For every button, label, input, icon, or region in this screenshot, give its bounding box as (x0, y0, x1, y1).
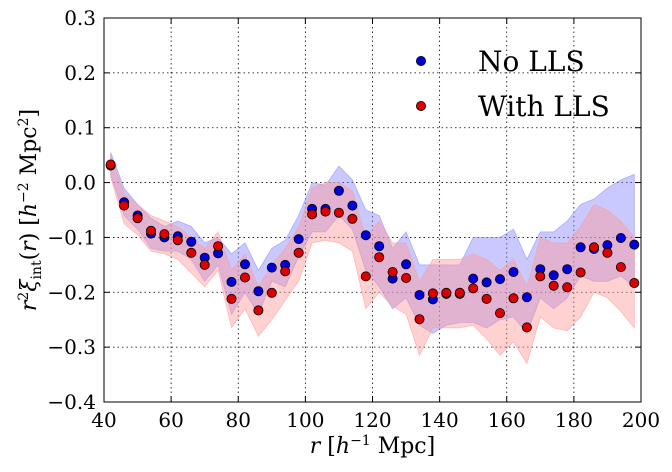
point-no-lls (521, 292, 532, 303)
x-tick-label: 80 (226, 408, 251, 432)
y-tick-label: −0.3 (47, 335, 96, 359)
band-with-lls (110, 154, 635, 365)
x-tick-label: 180 (555, 408, 593, 432)
point-no-lls (333, 185, 344, 196)
point-with-lls (615, 262, 626, 273)
y-tick-label: −0.2 (47, 280, 96, 304)
legend-marker-no-lls (415, 56, 426, 67)
y-tick-label: −0.1 (47, 225, 96, 249)
point-no-lls (468, 273, 479, 284)
point-no-lls (575, 242, 586, 253)
point-with-lls (468, 283, 479, 294)
x-tick-label: 100 (286, 408, 324, 432)
point-with-lls (226, 293, 237, 304)
y-tick-label: 0.0 (64, 171, 96, 195)
point-no-lls (253, 286, 264, 297)
x-tick-label: 140 (421, 408, 459, 432)
point-with-lls (253, 305, 264, 316)
x-tick-label: 40 (91, 408, 116, 432)
point-with-lls (494, 308, 505, 319)
point-with-lls (562, 282, 573, 293)
point-with-lls (105, 159, 116, 170)
point-no-lls (347, 200, 358, 211)
grid-lines (104, 18, 641, 402)
axis-ticks: 40 60 80 100 120 140 160 180 200 −0.4 −0.3 −0.2 −0.1… (47, 6, 660, 432)
data-points (105, 159, 640, 333)
y-axis-label: r2ξint(r) [h−2 Mpc2] (16, 109, 45, 311)
point-with-lls (589, 242, 600, 253)
x-axis-label: r [h−1 Mpc] (310, 433, 435, 459)
legend: No LLS With LLS (415, 45, 610, 123)
point-with-lls (132, 213, 143, 224)
point-no-lls (293, 234, 304, 245)
point-with-lls (213, 241, 224, 252)
point-with-lls (575, 267, 586, 278)
point-with-lls (508, 293, 519, 304)
point-with-lls (280, 266, 291, 277)
x-tick-label: 120 (353, 408, 391, 432)
point-with-lls (427, 288, 438, 299)
point-no-lls (186, 236, 197, 247)
point-with-lls (360, 271, 371, 282)
x-tick-label: 160 (488, 408, 526, 432)
point-with-lls (239, 272, 250, 283)
point-no-lls (629, 239, 640, 250)
point-with-lls (374, 252, 385, 263)
point-with-lls (535, 271, 546, 282)
point-with-lls (333, 207, 344, 218)
point-no-lls (360, 230, 371, 241)
point-with-lls (602, 247, 613, 258)
point-no-lls (562, 264, 573, 275)
point-no-lls (508, 266, 519, 277)
x-tick-label: 200 (622, 408, 660, 432)
point-with-lls (320, 206, 331, 217)
x-tick-label: 60 (158, 408, 183, 432)
confidence-bands (110, 152, 635, 365)
point-no-lls (494, 274, 505, 285)
point-with-lls (266, 287, 277, 298)
point-no-lls (414, 289, 425, 300)
point-with-lls (481, 293, 492, 304)
legend-label-with-lls: With LLS (478, 90, 610, 123)
point-with-lls (159, 229, 170, 240)
point-no-lls (226, 276, 237, 287)
point-no-lls (266, 262, 277, 273)
point-with-lls (307, 209, 318, 220)
point-no-lls (548, 270, 559, 281)
y-axis-label-text: r2ξint(r) [h−2 Mpc2] (16, 109, 45, 311)
point-with-lls (629, 277, 640, 288)
point-with-lls (199, 259, 210, 270)
point-with-lls (401, 272, 412, 283)
y-tick-label: 0.2 (64, 61, 96, 85)
point-with-lls (441, 287, 452, 298)
point-with-lls (414, 314, 425, 325)
point-with-lls (293, 247, 304, 258)
y-tick-label: 0.1 (64, 116, 96, 140)
point-no-lls (239, 259, 250, 270)
point-no-lls (374, 241, 385, 252)
y-tick-label: 0.3 (64, 6, 96, 30)
point-with-lls (119, 200, 130, 211)
point-with-lls (347, 213, 358, 224)
x-axis-label-text: r [h−1 Mpc] (310, 433, 435, 459)
point-with-lls (387, 266, 398, 277)
legend-marker-with-lls (415, 101, 426, 112)
point-with-lls (186, 247, 197, 258)
point-with-lls (548, 280, 559, 291)
point-no-lls (401, 259, 412, 270)
point-no-lls (615, 232, 626, 243)
point-with-lls (145, 225, 156, 236)
point-with-lls (172, 235, 183, 246)
point-with-lls (521, 322, 532, 333)
point-with-lls (454, 287, 465, 298)
y-tick-label: −0.4 (47, 390, 96, 414)
point-no-lls (481, 277, 492, 288)
legend-label-no-lls: No LLS (478, 45, 585, 78)
